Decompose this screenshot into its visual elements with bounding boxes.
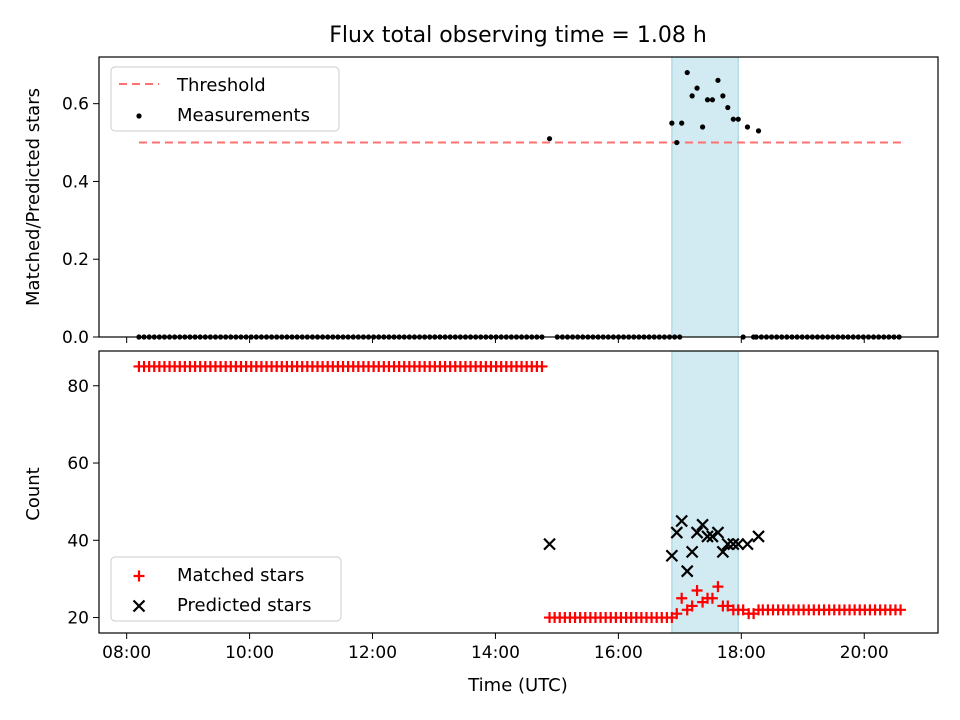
bottom-panel: 20 40 60 80 08:00 10:00 12:00 14:00 16:00 18:00 20… [67, 350, 939, 663]
data-point [753, 604, 765, 616]
bottom-y-axis-label: Count [23, 467, 44, 520]
x-tick-label: 18:00 [717, 643, 766, 663]
legend-box [110, 66, 340, 132]
data-point [671, 608, 683, 620]
data-point [690, 526, 704, 539]
series-matched-stars [133, 360, 907, 624]
x-tick-label: 14:00 [471, 643, 520, 663]
legend: Matched stars Predicted stars [110, 556, 342, 622]
legend-label: Measurements [177, 105, 310, 126]
data-point [752, 530, 765, 543]
data-point [665, 549, 679, 563]
data-point [722, 600, 734, 612]
legend-symbol [136, 113, 142, 119]
data-point [675, 514, 688, 528]
data-point [685, 545, 699, 559]
data-point [676, 592, 688, 604]
x-tick-label: 16:00 [594, 643, 643, 663]
legend-label: Predicted stars [177, 595, 311, 616]
y-tick-label: 0.2 [62, 250, 89, 270]
data-point [895, 604, 907, 616]
legend-symbol [132, 599, 146, 613]
data-point [706, 530, 719, 543]
data-point [755, 128, 762, 134]
data-point [694, 85, 700, 91]
x-tick-label: 20:00 [840, 643, 889, 663]
data-point [731, 537, 745, 551]
data-point [669, 120, 675, 126]
data-point [712, 581, 724, 593]
data-point [701, 530, 714, 543]
data-point [699, 124, 706, 130]
legend-label: Matched stars [177, 565, 304, 586]
data-point [711, 526, 725, 539]
data-point [536, 360, 548, 372]
data-point [686, 600, 698, 612]
chart-title: Flux total observing time = 1.08 h [329, 23, 707, 48]
data-point [674, 139, 680, 146]
x-axis-label: Time (UTC) [467, 675, 568, 696]
legend-marker [132, 599, 146, 613]
y-tick-label: 60 [67, 454, 89, 474]
axes-frame [98, 350, 939, 634]
data-point [679, 120, 685, 126]
top-y-axis-label: Matched/Predicted stars [23, 88, 44, 306]
data-point [546, 136, 553, 142]
x-tick-label: 10:00 [225, 643, 274, 663]
y-tick-label: 0.4 [62, 172, 89, 192]
axes-frame [98, 56, 939, 338]
data-point [725, 104, 731, 111]
observing-window-span [671, 56, 739, 338]
observing-window-span [671, 350, 739, 634]
data-point [709, 97, 716, 103]
data-point [720, 93, 726, 99]
data-point [706, 592, 718, 604]
legend-symbol [133, 570, 145, 582]
top-panel: 0.0 0.2 0.4 0.6 Threshold Measurements [62, 56, 939, 348]
legend-marker [133, 570, 145, 582]
y-tick-label: 0.0 [62, 328, 89, 348]
data-point [689, 93, 695, 99]
legend-marker [136, 113, 142, 119]
data-point [721, 537, 735, 551]
data-point [744, 124, 751, 130]
data-point [730, 116, 736, 122]
x-tick-label: 12:00 [348, 643, 397, 663]
data-point [735, 116, 741, 122]
legend: Threshold Measurements [110, 66, 340, 132]
y-tick-label: 40 [67, 531, 89, 551]
series-predicted-stars [543, 514, 765, 578]
data-point [684, 69, 690, 76]
data-point [741, 537, 754, 551]
x-tick-label: 08:00 [102, 643, 151, 663]
data-point [715, 77, 721, 83]
data-point [691, 585, 703, 597]
data-point [696, 518, 709, 532]
data-point [727, 537, 740, 551]
legend-box [110, 556, 342, 622]
data-point [704, 97, 711, 103]
data-point [543, 537, 556, 551]
y-tick-label: 0.6 [62, 95, 89, 115]
data-point [716, 545, 730, 559]
data-point [680, 564, 694, 578]
data-point [737, 604, 749, 616]
legend-label: Threshold [176, 75, 266, 96]
data-point [670, 526, 684, 539]
y-tick-label: 80 [67, 377, 89, 397]
y-tick-label: 20 [67, 609, 89, 629]
